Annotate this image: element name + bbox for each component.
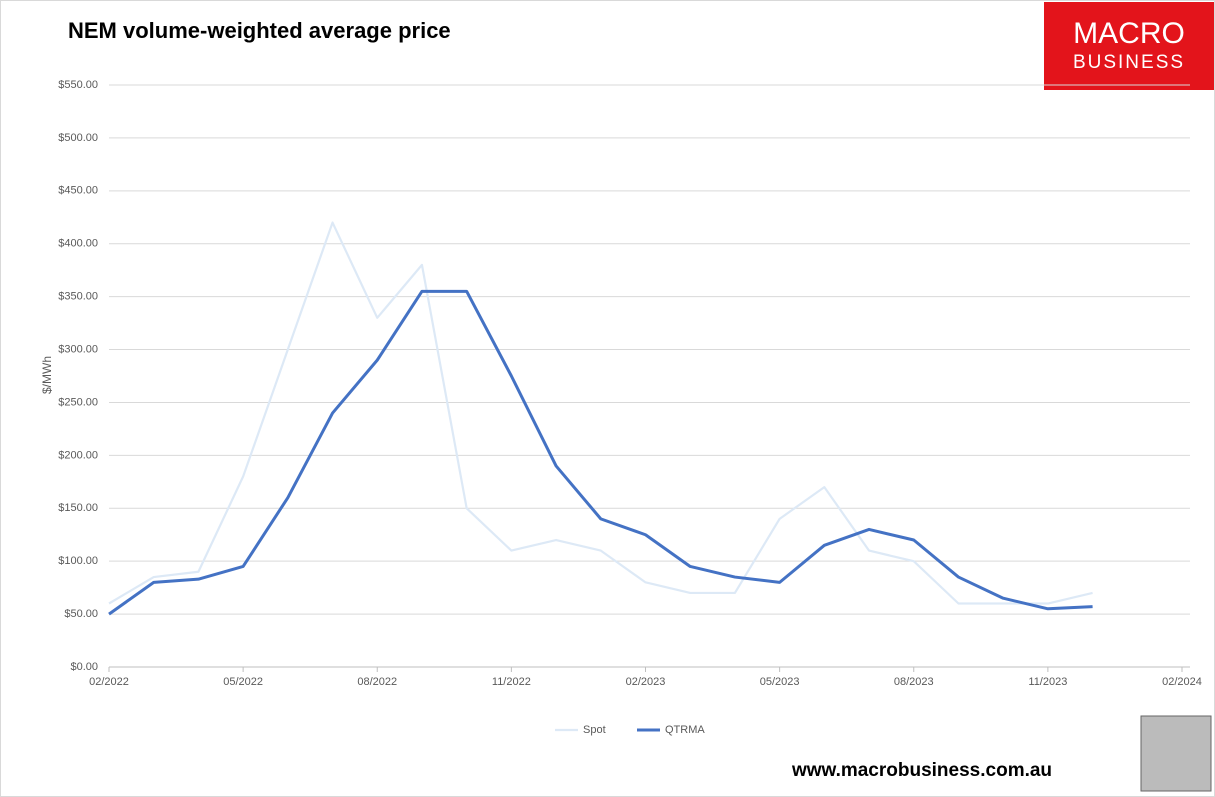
chart-title: NEM volume-weighted average price (68, 18, 451, 43)
x-tick-label: 05/2022 (223, 676, 263, 688)
x-tick-label: 02/2022 (89, 676, 129, 688)
y-tick-label: $200.00 (58, 449, 98, 461)
logo-text: BUSINESS (1073, 52, 1185, 73)
logo-text: MACRO (1073, 17, 1185, 50)
legend-label: Spot (583, 724, 606, 736)
y-tick-label: $500.00 (58, 132, 98, 144)
series-line (108, 289, 1093, 616)
x-tick-label: 05/2023 (760, 676, 800, 688)
footer-url: www.macrobusiness.com.au (791, 760, 1052, 781)
y-axis-label: $/MWh (40, 356, 54, 394)
x-tick-label: 08/2022 (357, 676, 397, 688)
y-tick-label: $350.00 (58, 291, 98, 303)
x-tick-label: 08/2023 (894, 676, 934, 688)
wolf-logo (1140, 715, 1212, 792)
x-tick-label: 02/2024 (1162, 676, 1202, 688)
y-tick-label: $50.00 (64, 608, 98, 620)
series-line (108, 221, 1093, 605)
logo-box (1044, 2, 1214, 90)
y-tick-label: $550.00 (58, 79, 98, 91)
x-tick-label: 11/2023 (1028, 676, 1067, 688)
y-tick-label: $400.00 (58, 238, 98, 250)
y-tick-label: $450.00 (58, 185, 98, 197)
legend-label: QTRMA (665, 724, 705, 736)
x-tick-label: 02/2023 (626, 676, 666, 688)
x-tick-label: 11/2022 (492, 676, 531, 688)
y-tick-label: $100.00 (58, 555, 98, 567)
y-tick-label: $0.00 (70, 661, 98, 673)
y-tick-label: $250.00 (58, 396, 98, 408)
plot-area: $0.00 $50.00 $100.00 $150.00 $200.00 $250.00 $… (58, 79, 1202, 736)
y-tick-label: $300.00 (58, 343, 98, 355)
y-tick-label: $150.00 (58, 502, 98, 514)
